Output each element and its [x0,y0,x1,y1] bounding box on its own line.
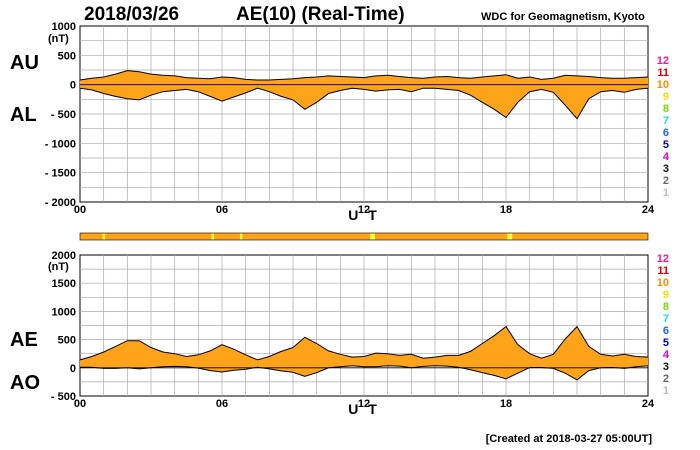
au-al-grid [80,26,648,202]
au-al-legend-item: 6 [663,127,669,139]
ae-ao-y-tick-label: 1000 [52,306,76,318]
station-strip [79,232,649,241]
ae-ao-x-tick-label: 24 [642,398,655,410]
ae-ao-y-tick-label: 500 [58,335,76,347]
au-al-legend-item: 4 [663,151,670,163]
ae-ao-y-tick-label: 1500 [52,278,76,290]
au-al-x-tick-label: 12 [358,204,370,216]
station-strip-highlight [370,233,373,240]
au-al-y-tick-label: 500 [58,50,76,62]
au-al-y-tick-label: - 1500 [45,168,76,180]
au-al-legend-item: 10 [657,79,669,91]
ae-ao-legend-item: 8 [663,301,669,313]
au-al-y-tick-label: - 500 [51,109,76,121]
au-al-y-tick-label: - 1000 [45,138,76,150]
station-strip-highlight [239,233,243,240]
au-al-legend-item: 11 [657,67,669,79]
ae-ao-legend-item: 3 [663,361,669,373]
ae-ao-fill-area [80,326,648,380]
station-strip-highlights [102,233,513,240]
ae-ao-x-ticks: 00 06 12 18 24 [74,398,655,410]
ae-ao-legend-item: 4 [663,349,670,361]
ae-ao-x-tick-label: 00 [74,398,86,410]
au-al-legend-item: 12 [657,55,669,67]
ae-ao-legend-item: 5 [663,337,669,349]
au-al-y-ticks: 1000 500 0 - 500 - 1000 - 1500 - 2000 [45,21,76,209]
ae-ao-x-tick-label: 12 [358,398,370,410]
au-al-legend-item: 2 [663,175,669,187]
ae-ao-y-tick-label: 2000 [52,250,76,262]
ao-label: AO [10,372,40,394]
ae-ao-legend-item: 1 [663,385,669,397]
ae-ao-band [79,325,649,381]
au-al-band [79,70,649,120]
al-label: AL [10,104,37,126]
ae-ao-legend-item: 10 [657,277,669,289]
ae-label: AE [10,329,38,351]
station-strip-highlight [372,233,375,240]
ae-ao-y-tick-label: - 500 [51,391,76,403]
station-strip-highlight [507,233,510,240]
ae-ao-y-ticks: 2000 1500 1000 500 0 - 500 [51,250,76,403]
au-al-legend-item: 9 [663,91,669,103]
ae-ao-unit-label: (nT) [48,261,69,273]
station-strip-highlight [509,233,513,240]
chart-title: AE(10) (Real-Time) [236,4,405,25]
ae-ao-legend-item: 7 [663,313,669,325]
au-al-upper-line [79,70,649,81]
au-al-x-tick-label: 18 [500,204,512,216]
au-al-y-tick-label: 1000 [52,21,76,33]
au-al-legend-item: 1 [663,187,669,199]
au-label: AU [10,52,39,74]
chart-source: WDC for Geomagnetism, Kyoto [481,11,645,23]
ae-ao-y-tick-label: 0 [70,363,76,375]
created-timestamp: [Created at 2018-03-27 05:00UT] [486,433,653,445]
au-al-x-tick-label: 00 [74,204,86,216]
au-al-y-tick-label: 0 [70,80,76,92]
au-al-x-axis-label: U T [348,207,380,223]
ae-ao-x-tick-label: 18 [500,398,512,410]
au-al-x-tick-label: 06 [216,204,228,216]
au-al-legend-item: 8 [663,103,669,115]
au-al-fill-area [80,70,648,119]
chart-date: 2018/03/26 [84,4,179,25]
ae-ao-legend-item: 6 [663,325,669,337]
station-strip-highlight [211,233,215,240]
ae-ao-grid [80,255,648,396]
ae-ao-legend-item: 2 [663,373,669,385]
au-al-x-tick-label: 24 [642,204,655,216]
ae-ao-x-tick-label: 06 [216,398,228,410]
ae-ao-lower-line [80,365,649,381]
ae-ao-legend-item: 12 [657,253,669,265]
au-al-x-ticks: 00 06 12 18 24 [74,204,655,216]
au-al-lower-line [79,87,649,120]
ae-ao-x-axis-label: U T [348,401,380,417]
station-strip-bar [79,232,649,241]
au-al-legend-item: 7 [663,115,669,127]
au-al-legend-item: 3 [663,163,669,175]
ae-ao-legend-item: 11 [657,265,669,277]
au-al-legend-item: 5 [663,139,669,151]
au-al-unit-label: (nT) [48,33,69,45]
au-al-y-tick-label: - 2000 [45,197,76,209]
ae-ao-legend-item: 9 [663,289,669,301]
station-strip-highlight [102,233,106,240]
ae-ao-upper-line [79,325,649,361]
